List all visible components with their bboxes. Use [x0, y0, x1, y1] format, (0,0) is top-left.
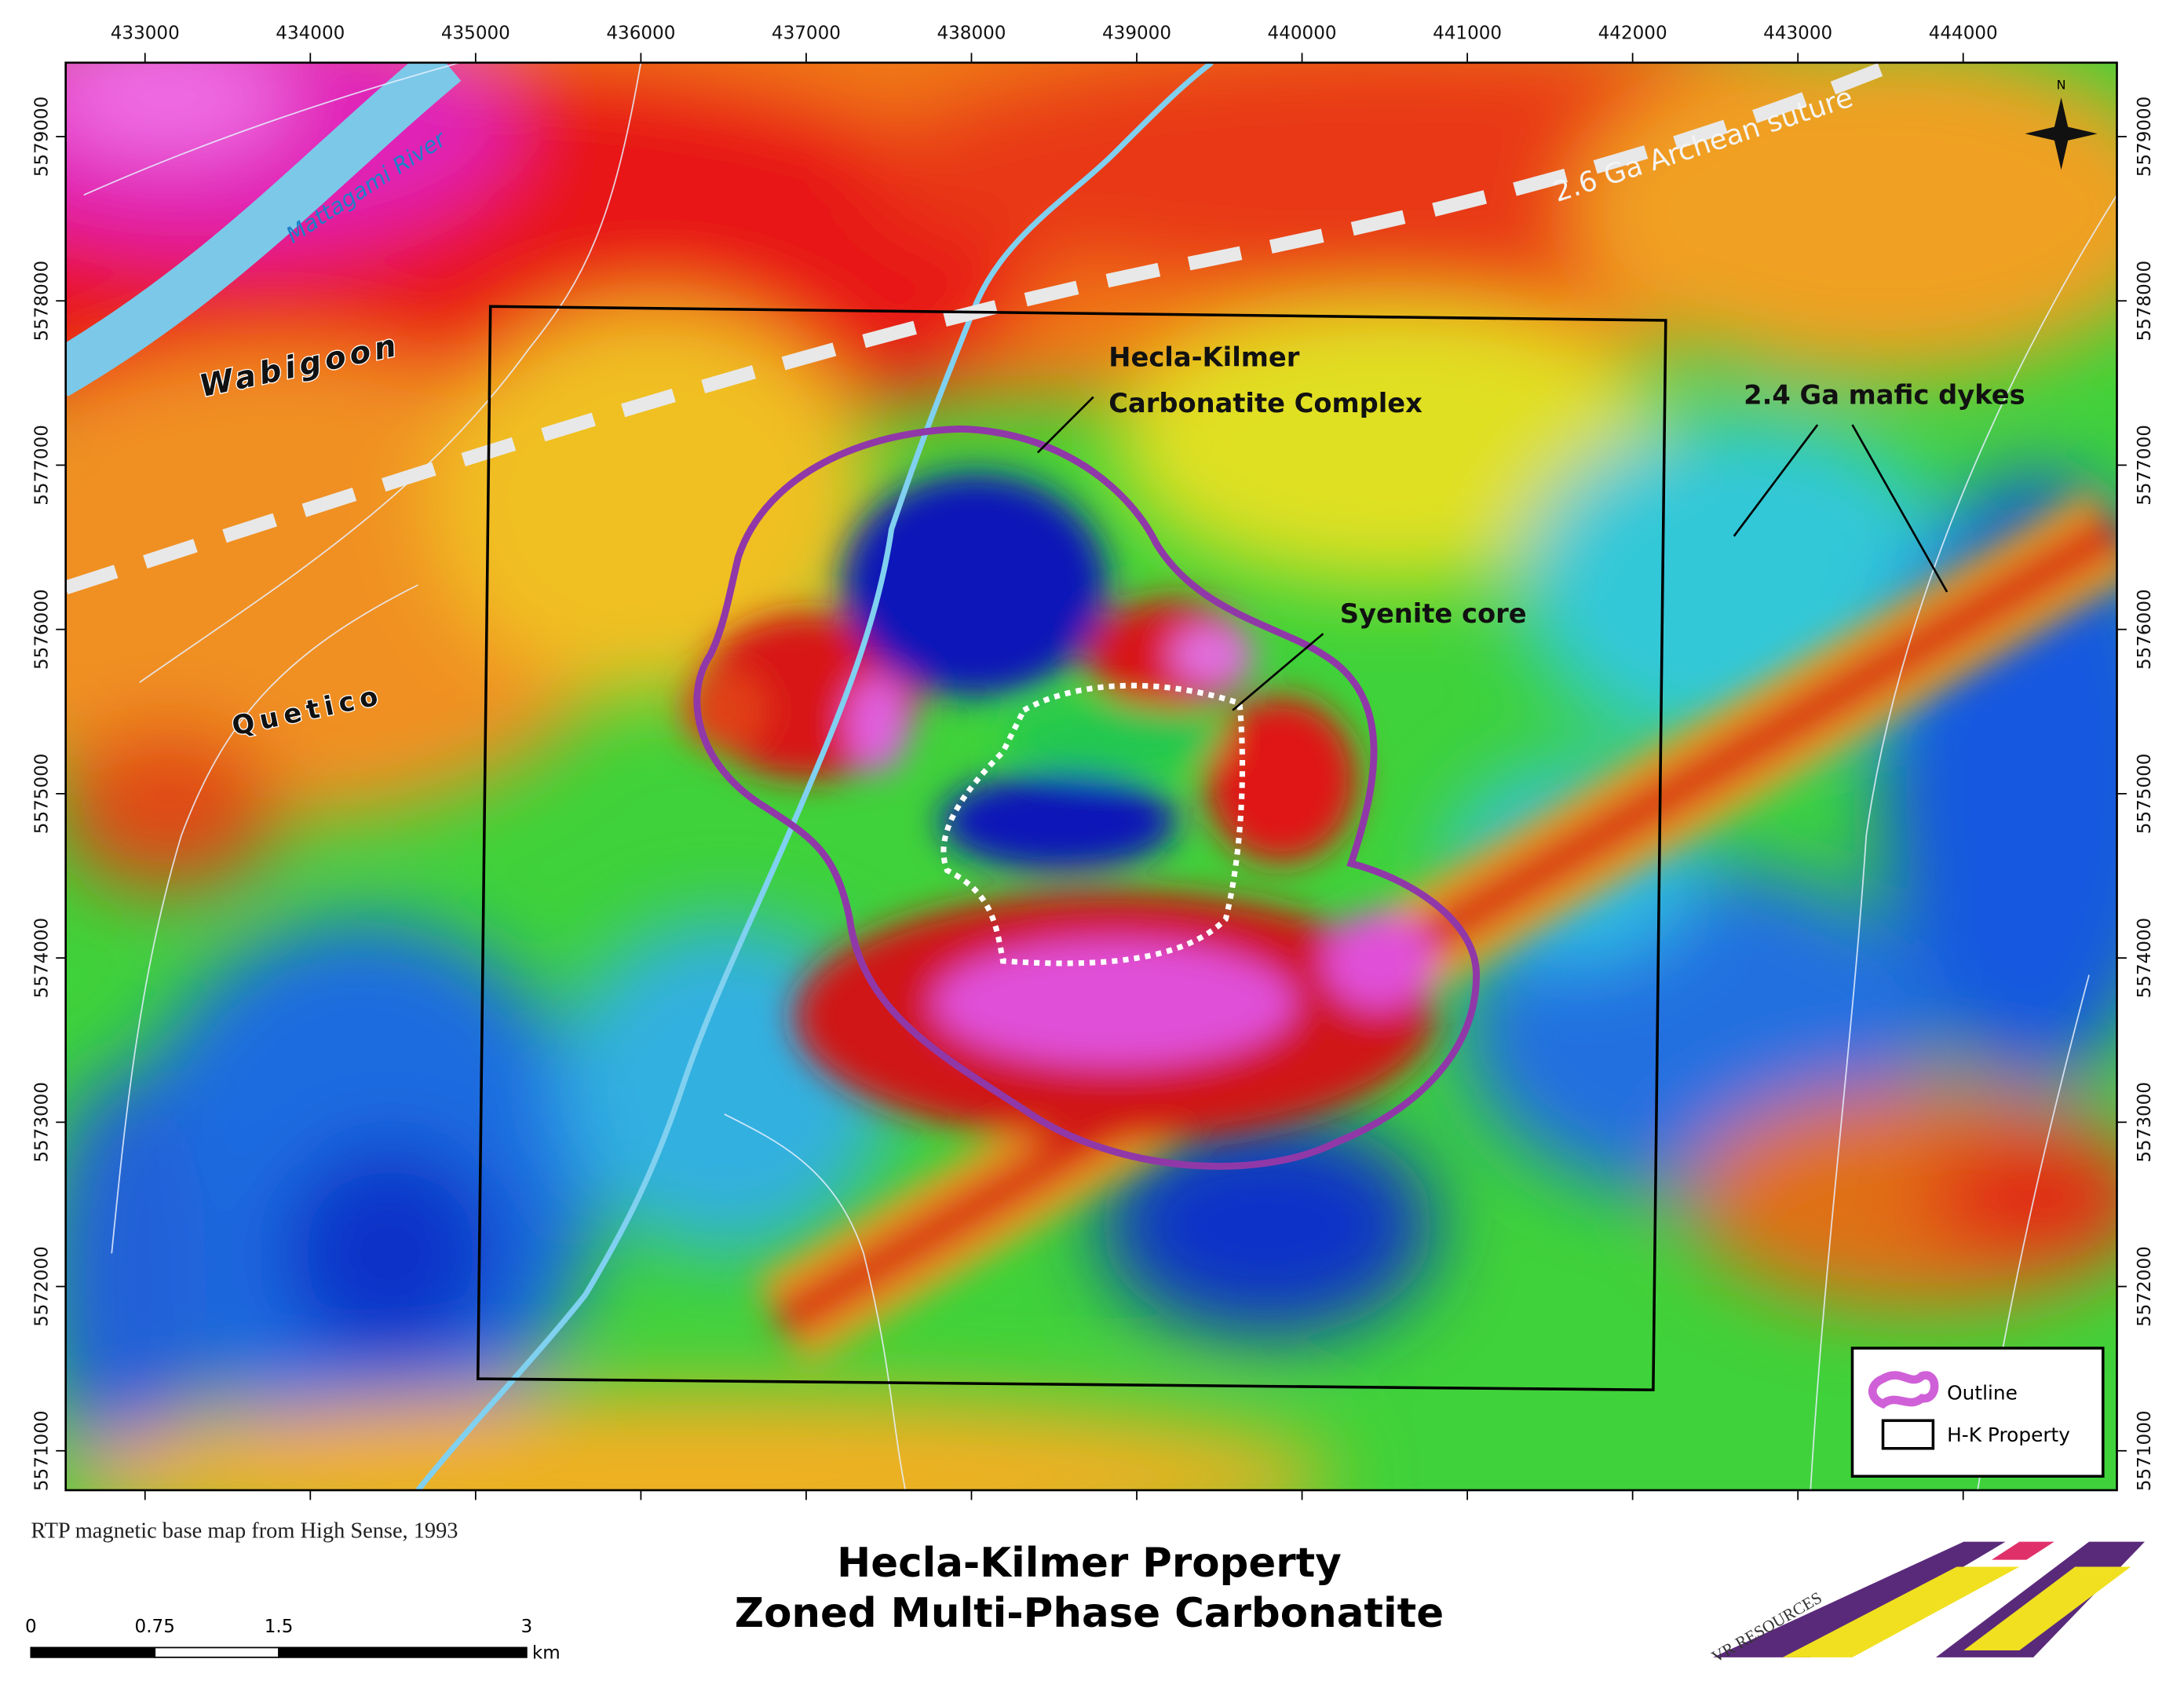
x-tick-label: 442000	[1598, 24, 1667, 44]
x-tick-label: 437000	[772, 24, 841, 44]
leader-lines	[1036, 396, 1948, 711]
roads	[83, 62, 2117, 1490]
x-tick-label: 440000	[1268, 24, 1337, 44]
scale-bar: 0 0.75 1.5 3km	[25, 1617, 561, 1664]
scale-label: 3	[520, 1617, 532, 1637]
y-tick-label: 5578000	[2135, 261, 2155, 342]
archean-suture	[65, 63, 1883, 594]
scale-label: 0	[25, 1617, 37, 1637]
x-tick-label: 434000	[276, 24, 345, 44]
y-tick-label: 5576000	[32, 589, 53, 670]
creek	[415, 62, 1214, 1490]
y-tick-label: 5572000	[2135, 1246, 2155, 1327]
y-tick-label: 5578000	[32, 261, 53, 342]
credit: RTP magnetic base map from High Sense, 1…	[31, 1518, 458, 1543]
scale-label: 0.75	[135, 1617, 175, 1637]
y-tick-label: 5579000	[32, 97, 53, 177]
dykes-label: 2.4 Ga mafic dykes	[1744, 379, 2025, 410]
y-tick-label: 5574000	[2135, 918, 2155, 999]
carbonatite-outline	[693, 425, 1481, 1170]
scale-segment	[154, 1646, 279, 1658]
legend-label: Outline	[1947, 1382, 2018, 1405]
magnetic-base-map: Mattagami River Wabigoon Quetico 2.6 Ga …	[65, 62, 2117, 1490]
core-label: Syenite core	[1340, 598, 1527, 629]
x-tick-label: 441000	[1433, 24, 1502, 44]
x-tick-label: 439000	[1102, 24, 1171, 44]
y-tick-label: 5572000	[32, 1246, 53, 1327]
y-tick-label: 5575000	[32, 754, 53, 835]
scale-segment	[278, 1646, 528, 1658]
scale-segment	[30, 1646, 156, 1658]
complex-label: Hecla-Kilmer	[1108, 342, 1299, 373]
y-tick-label: 5573000	[2135, 1082, 2155, 1163]
title: Hecla-Kilmer Property	[837, 1540, 1342, 1587]
title: Zoned Multi-Phase Carbonatite	[735, 1590, 1444, 1637]
y-tick-label: 5577000	[2135, 425, 2155, 506]
y-tick-label: 5571000	[32, 1410, 53, 1491]
legend: Outline H-K Property	[1850, 1347, 2105, 1478]
x-tick-label: 433000	[111, 24, 180, 44]
y-tick-label: 5576000	[2135, 589, 2155, 670]
y-tick-label: 5574000	[32, 918, 53, 999]
map-frame	[64, 61, 2118, 1492]
y-tick-label: 5575000	[2135, 754, 2155, 835]
x-tick-label: 438000	[937, 24, 1006, 44]
x-tick-label: 443000	[1763, 24, 1832, 44]
y-tick-label: 5573000	[32, 1082, 53, 1163]
x-tick-label: 444000	[1929, 24, 1998, 44]
x-tick-label: 435000	[441, 24, 510, 44]
hk-property-boundary	[476, 305, 1667, 1392]
logo: VR RESOURCES	[1708, 1541, 2146, 1666]
y-tick-label: 5577000	[32, 425, 53, 506]
scale-unit: km	[532, 1643, 561, 1664]
y-tick-label: 5579000	[2135, 97, 2155, 177]
legend-label: H-K Property	[1947, 1423, 2070, 1446]
y-tick-label: 5571000	[2135, 1410, 2155, 1491]
legend-outline-swatch	[1868, 1371, 1939, 1409]
scale-label: 1.5	[265, 1617, 294, 1637]
legend-property-swatch	[1881, 1419, 1935, 1450]
x-tick-label: 436000	[606, 24, 675, 44]
north-label: N	[2057, 78, 2066, 93]
mattagami-river	[65, 62, 462, 396]
complex-label: Carbonatite Complex	[1108, 388, 1423, 418]
